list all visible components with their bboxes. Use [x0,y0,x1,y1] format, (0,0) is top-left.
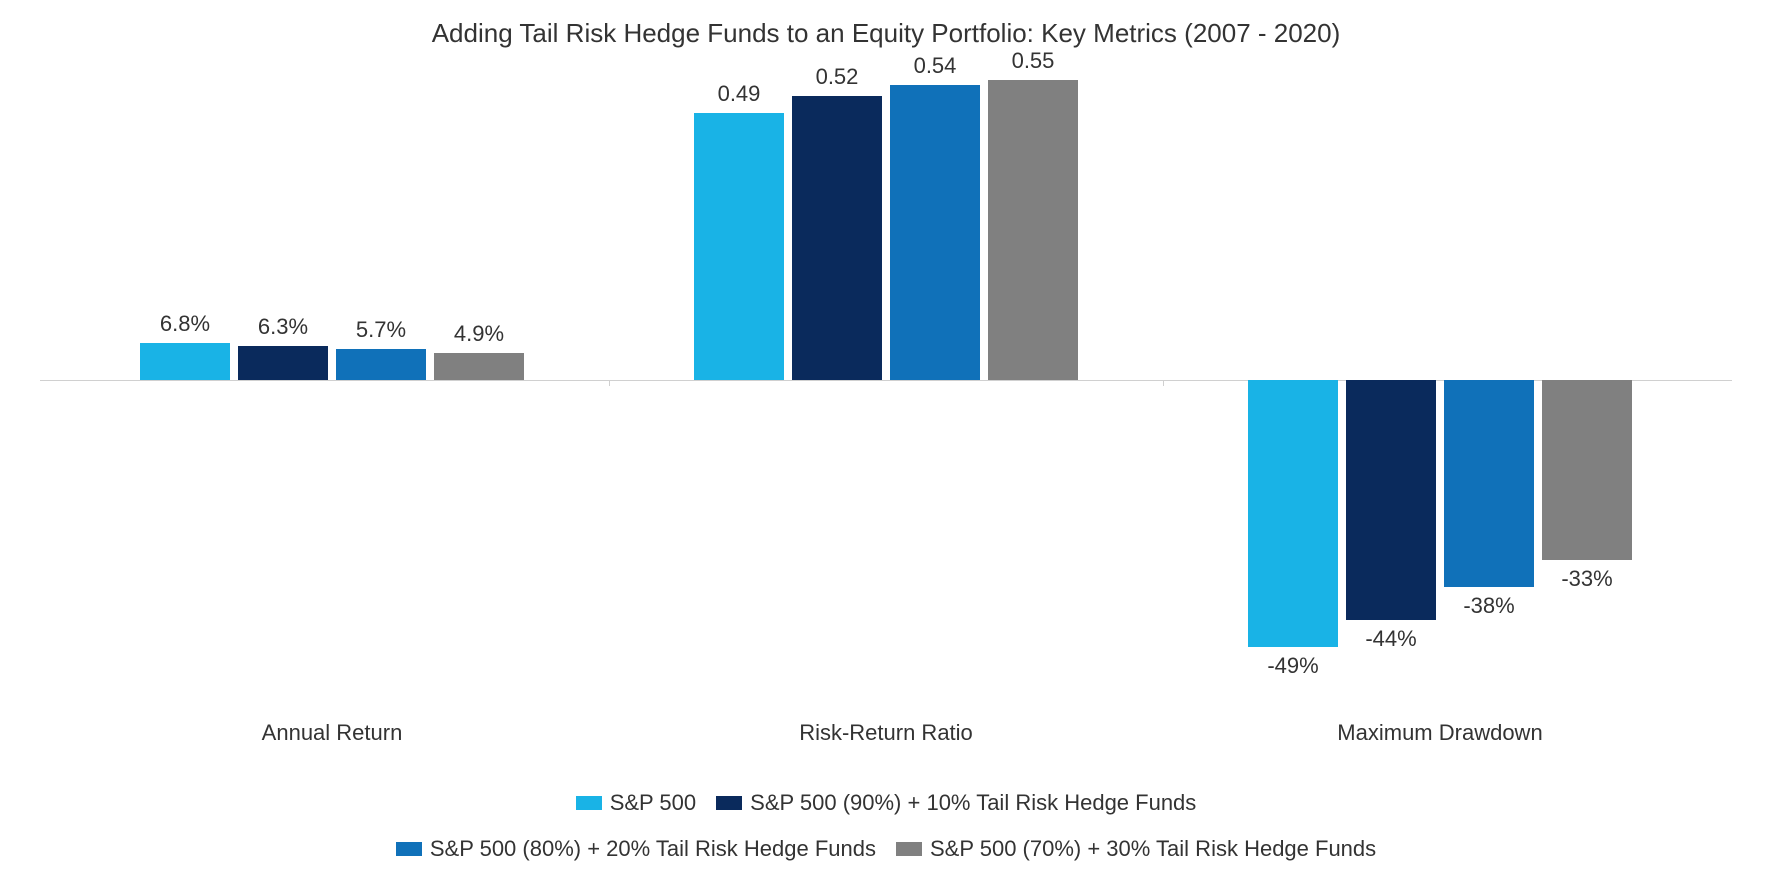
axis-tick [1163,380,1164,386]
category-label-risk_return: Risk-Return Ratio [694,720,1078,746]
category-label-max_drawdown: Maximum Drawdown [1248,720,1632,746]
bar-label: -44% [1365,626,1416,652]
bar-label: -38% [1463,593,1514,619]
bar-label: 4.9% [454,321,504,347]
bar-annual_return-sp500_10 [238,346,328,380]
bar-risk_return-sp500_30 [988,80,1078,380]
bar-label: -49% [1267,653,1318,679]
bar-group-annual_return: 6.8% 6.3% 5.7% 4.9% [140,80,524,680]
bar-annual_return-sp500 [140,343,230,380]
bar-max_drawdown-sp500_10 [1346,380,1436,620]
bar-max_drawdown-sp500 [1248,380,1338,647]
bar-label: 6.8% [160,311,210,337]
legend-item-sp500_20: S&P 500 (80%) + 20% Tail Risk Hedge Fund… [396,836,876,862]
legend-swatch [576,796,602,810]
bar-label: 0.52 [816,64,859,90]
bar-group-max_drawdown: -49% -44% -38% -33% [1248,80,1632,680]
bar-max_drawdown-sp500_30 [1542,380,1632,560]
legend-label: S&P 500 [610,790,696,816]
bar-label: 5.7% [356,317,406,343]
category-label-annual_return: Annual Return [140,720,524,746]
bar-risk_return-sp500_10 [792,96,882,380]
legend-swatch [716,796,742,810]
bar-risk_return-sp500 [694,113,784,380]
bar-label: 6.3% [258,314,308,340]
legend-label: S&P 500 (90%) + 10% Tail Risk Hedge Fund… [750,790,1196,816]
bar-max_drawdown-sp500_20 [1444,380,1534,587]
legend-swatch [396,842,422,856]
bar-annual_return-sp500_30 [434,353,524,380]
bar-label: 0.49 [718,81,761,107]
bar-group-risk_return: 0.490.520.540.55 [694,80,1078,680]
plot-area: 6.8% 6.3% 5.7% 4.9% 0.490.520.540.55 -49% -44%… [40,80,1732,680]
legend-swatch [896,842,922,856]
legend-item-sp500: S&P 500 [576,790,696,816]
bar-label: 0.54 [914,53,957,79]
bar-label: -33% [1561,566,1612,592]
legend-item-sp500_30: S&P 500 (70%) + 30% Tail Risk Hedge Fund… [896,836,1376,862]
bar-annual_return-sp500_20 [336,349,426,380]
legend: S&P 500 S&P 500 (90%) + 10% Tail Risk Hed… [286,790,1486,862]
legend-label: S&P 500 (70%) + 30% Tail Risk Hedge Fund… [930,836,1376,862]
bar-risk_return-sp500_20 [890,85,980,380]
axis-tick [609,380,610,386]
legend-item-sp500_10: S&P 500 (90%) + 10% Tail Risk Hedge Fund… [716,790,1196,816]
chart-title: Adding Tail Risk Hedge Funds to an Equit… [0,0,1772,49]
bar-label: 0.55 [1012,48,1055,74]
legend-label: S&P 500 (80%) + 20% Tail Risk Hedge Fund… [430,836,876,862]
